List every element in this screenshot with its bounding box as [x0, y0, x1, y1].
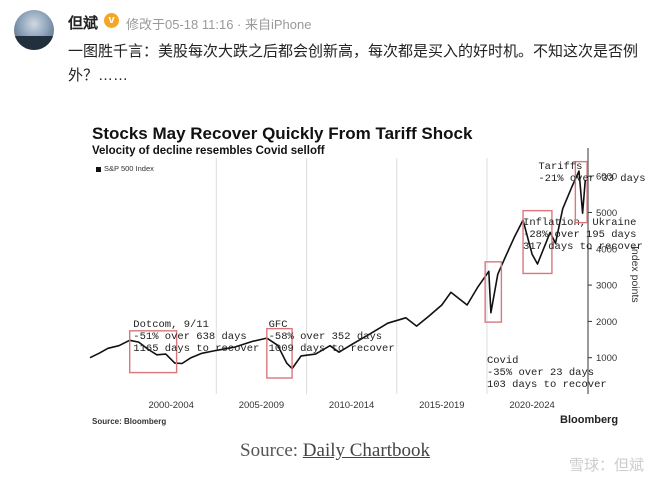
x-tick-label: 2020-2024: [509, 400, 554, 411]
sp500-series-line: [89, 170, 587, 370]
annotation-label: -58% over 352 days: [269, 331, 382, 343]
avatar-skyline: [14, 36, 54, 50]
post-meta: 修改于05-18 11:16 · 来自iPhone: [126, 17, 312, 32]
chart-subtitle: Velocity of decline resembles Covid sell…: [92, 145, 325, 157]
annotation-label: GFC: [269, 319, 288, 331]
annotation-label: Dotcom, 9/11: [133, 319, 209, 331]
source-link[interactable]: Daily Chartbook: [302, 440, 430, 461]
chart-title: Stocks May Recover Quickly From Tariff S…: [92, 124, 473, 143]
x-tick-label: 2010-2014: [329, 400, 374, 411]
annotation-label: 1165 days to recover: [133, 343, 259, 355]
annotation-label: -21% over 33 days: [538, 173, 645, 185]
annotation-label: 103 days to recover: [487, 379, 607, 391]
post-text: 一图胜千言：美股每次大跌之后都会创新高，每次都是买入的好时机。不知这次是否例外？…: [68, 43, 639, 84]
verified-badge-icon: v: [104, 13, 119, 28]
drawdown-box: [484, 261, 503, 323]
legend-label: S&P 500 Index: [104, 164, 154, 173]
drawdown-box: [522, 209, 553, 275]
author-avatar[interactable]: [14, 10, 54, 50]
chart-source: Source: Bloomberg: [92, 417, 167, 426]
chart-svg: 1000 2000 3000 4000 5000 6000 Index points 2000…: [89, 148, 646, 411]
x-tick-label: 2005-2009: [239, 400, 284, 411]
y-tick-label: 4000: [596, 244, 617, 255]
annotation-label: -28% over 195 days: [523, 229, 636, 241]
y-tick-label: 3000: [596, 281, 617, 292]
watermark: 雪球：但斌: [568, 457, 644, 474]
annotation-label: Tariffs: [538, 161, 582, 173]
y-tick-label: 5000: [596, 208, 617, 219]
author-name[interactable]: 但斌: [68, 15, 99, 32]
chart-legend: S&P 500 Index: [96, 164, 154, 173]
annotation-label: -35% over 23 days: [487, 367, 594, 379]
source-prefix: Source:: [240, 440, 303, 461]
annotation-label: -51% over 638 days: [133, 331, 246, 343]
y-tick-label: 2000: [596, 317, 617, 328]
bloomberg-logo: Bloomberg: [560, 414, 619, 426]
chart-image[interactable]: 1000 2000 3000 4000 5000 6000 Index points 2000…: [78, 114, 646, 432]
x-tick-label: 2015-2019: [419, 400, 464, 411]
annotation-label: 1009 days to recover: [269, 343, 395, 355]
y-axis-label: Index points: [629, 246, 641, 303]
y-tick-label: 1000: [596, 353, 617, 364]
legend-swatch: [96, 166, 101, 172]
annotation-label: Covid: [487, 355, 519, 367]
source-line: Source: Daily Chartbook: [0, 440, 670, 462]
drawdown-box: [266, 327, 293, 379]
annotation-label: 317 days to recover: [523, 241, 643, 253]
drawdown-box: [574, 160, 588, 224]
drawdown-box: [128, 330, 178, 374]
y-tick-label: 6000: [596, 172, 617, 183]
x-tick-label: 2000-2004: [148, 400, 193, 411]
